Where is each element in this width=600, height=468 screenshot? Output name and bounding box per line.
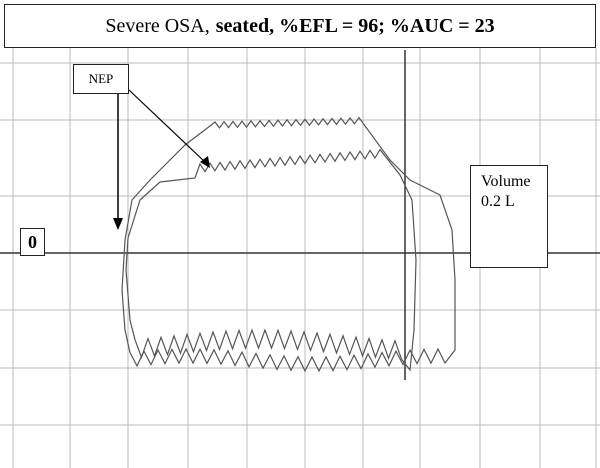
- zero-label: 0: [20, 228, 45, 256]
- title-plain: Severe OSA,: [105, 14, 210, 37]
- arrowhead: [200, 156, 210, 168]
- nep-arrow: [128, 89, 206, 163]
- volume-box: Volume 0.2 L: [470, 165, 548, 268]
- outer-loop: [121, 116, 456, 373]
- volume-label: Volume: [481, 173, 531, 190]
- title-bold: seated, %EFL = 96; %AUC = 23: [215, 14, 495, 37]
- title-box: Severe OSA, seated, %EFL = 96; %AUC = 23: [4, 4, 596, 48]
- flow-volume-loops: [121, 116, 456, 373]
- scale-label: 0.2 L: [481, 193, 515, 210]
- nep-label: NEP: [73, 64, 129, 94]
- arrowhead: [113, 218, 123, 230]
- inner-loop: [125, 148, 417, 372]
